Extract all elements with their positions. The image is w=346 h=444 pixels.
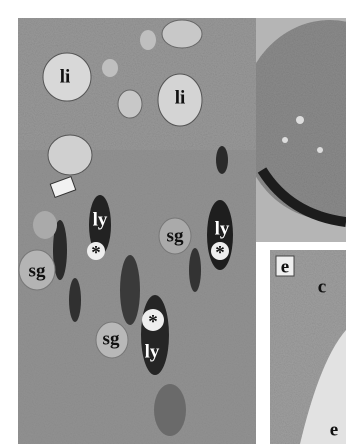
label: li <box>60 66 71 87</box>
label: * <box>215 242 225 263</box>
label: ly <box>215 218 230 239</box>
label: sg <box>29 260 46 281</box>
inset-panel-top <box>256 18 346 242</box>
label: e <box>281 256 289 277</box>
inset-panel-bottom: e c e <box>270 250 346 444</box>
label: e <box>330 419 338 440</box>
label: sg <box>103 328 120 349</box>
main-panel: li li ly ly sg * * sg * sg ly <box>18 18 256 444</box>
label: ly <box>93 209 108 230</box>
label: * <box>148 311 158 332</box>
label: c <box>318 276 326 297</box>
label: sg <box>167 225 184 246</box>
label: ly <box>145 341 160 362</box>
label: li <box>175 87 186 108</box>
label: * <box>91 242 101 263</box>
